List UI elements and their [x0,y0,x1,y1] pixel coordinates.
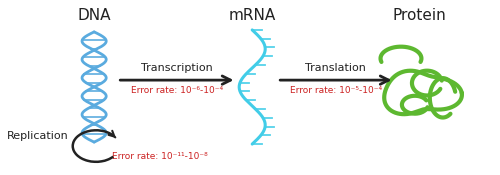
Text: mRNA: mRNA [228,8,276,23]
Text: DNA: DNA [78,8,111,23]
Text: Replication: Replication [8,131,69,141]
Text: Error rate: 10⁻⁵-10⁻⁴: Error rate: 10⁻⁵-10⁻⁴ [290,86,382,95]
Text: Transcription: Transcription [141,63,213,73]
Text: Error rate: 10⁻⁶-10⁻⁴: Error rate: 10⁻⁶-10⁻⁴ [131,86,223,95]
Text: Translation: Translation [306,63,366,73]
Text: Protein: Protein [392,8,446,23]
Text: Error rate: 10⁻¹¹-10⁻⁸: Error rate: 10⁻¹¹-10⁻⁸ [112,152,208,161]
